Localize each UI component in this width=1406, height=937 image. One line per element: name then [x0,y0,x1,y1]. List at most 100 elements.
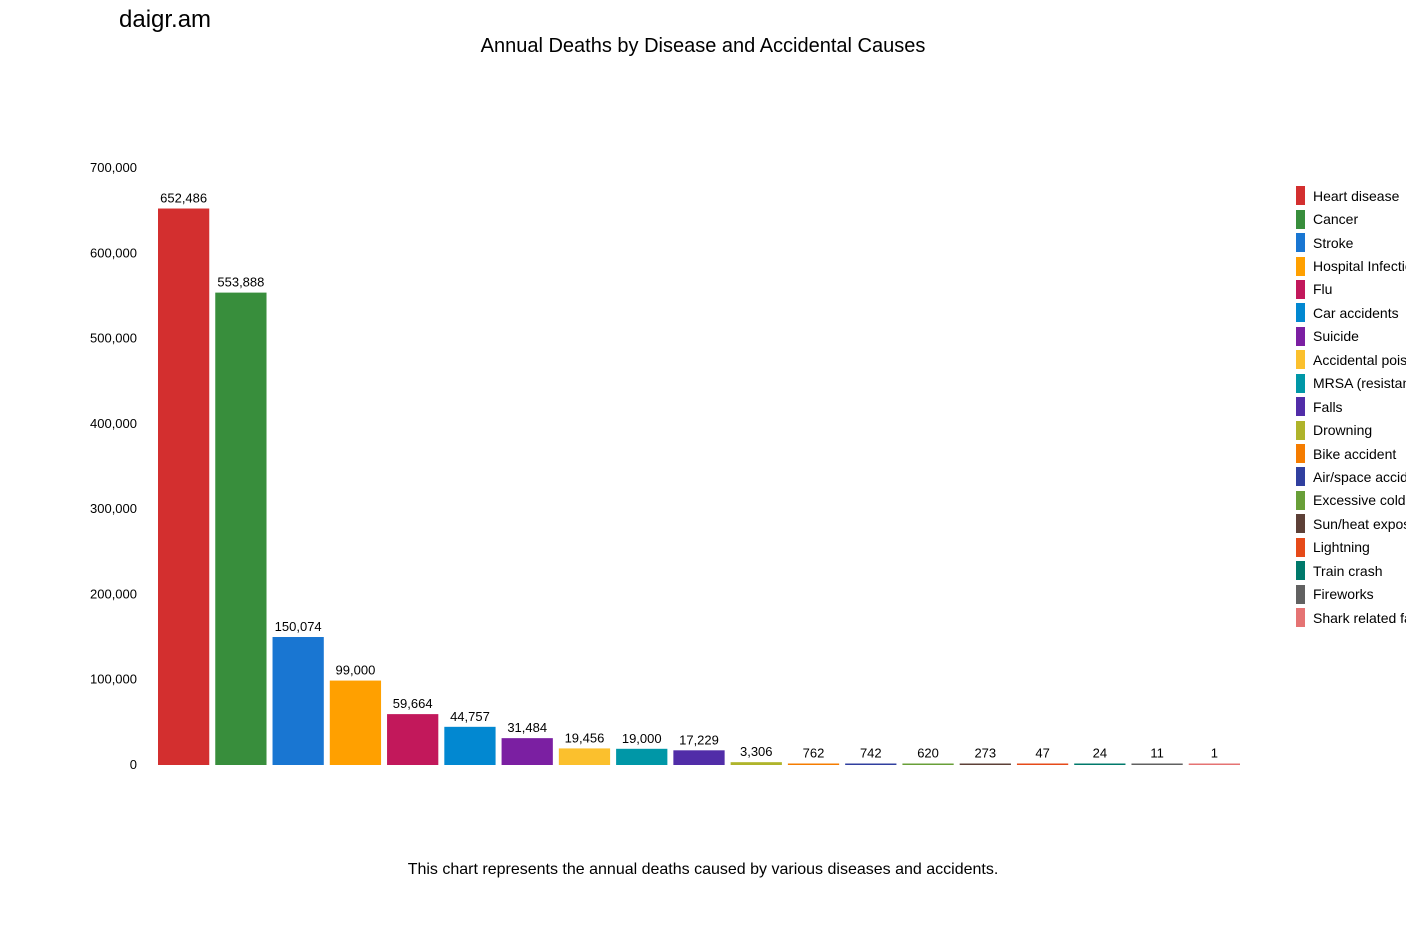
legend-label: Flu [1313,281,1333,298]
legend-item[interactable]: Suicide [1296,325,1406,348]
bar-value-label: 11 [1150,746,1164,761]
legend-label: Air/space accid [1313,468,1406,485]
bar-value-label: 19,456 [565,730,605,745]
y-tick-label: 400,000 [90,416,137,431]
bar-value-label: 652,486 [160,191,207,206]
bar-6[interactable] [444,726,496,765]
legend-label: Hospital Infectio [1313,258,1406,275]
bar-5[interactable] [387,714,439,765]
legend: Heart disease Cancer Stroke Hospital Infect… [1296,184,1406,629]
legend-swatch [1296,186,1305,206]
bar-8[interactable] [558,748,611,765]
legend-swatch [1296,514,1305,534]
bar-4[interactable] [329,680,382,765]
legend-item[interactable]: MRSA (resistan [1296,372,1406,395]
legend-swatch [1296,373,1305,393]
legend-item[interactable]: Shark related fa [1296,606,1406,629]
bar-15[interactable] [959,763,1011,766]
legend-label: Drowning [1313,422,1373,439]
legend-label: Excessive cold [1313,492,1406,509]
bar-value-label: 19,000 [622,731,662,746]
legend-swatch [1296,561,1305,581]
legend-label: Fireworks [1313,586,1374,603]
legend-label: Shark related fa [1313,609,1406,626]
legend-item[interactable]: Cancer [1296,207,1406,230]
legend-label: Lightning [1313,539,1370,556]
bar-value-label: 44,757 [450,709,490,724]
bar-value-label: 620 [917,746,939,761]
bar-17[interactable] [1074,763,1126,766]
y-tick-label: 600,000 [90,245,137,260]
y-tick-label: 700,000 [90,160,137,175]
bar-value-label: 99,000 [336,663,376,678]
legend-item[interactable]: Stroke [1296,231,1406,254]
bar-11[interactable] [730,762,782,765]
legend-item[interactable]: Heart disease [1296,184,1406,207]
legend-item[interactable]: Hospital Infectio [1296,254,1406,277]
legend-swatch [1296,608,1305,628]
legend-item[interactable]: Sun/heat expos [1296,512,1406,535]
bars-group [158,208,1240,766]
legend-item[interactable]: Train crash [1296,559,1406,582]
legend-label: Sun/heat expos [1313,515,1406,532]
y-tick-label: 300,000 [90,501,137,516]
bar-value-label: 273 [974,746,996,761]
bar-12[interactable] [787,763,840,766]
legend-item[interactable]: Falls [1296,395,1406,418]
legend-swatch [1296,490,1305,510]
value-labels-group: 652,486 553,888 150,074 99,000 59,664 44,757 3… [160,191,1218,761]
bar-value-label: 24 [1093,746,1107,761]
bar-13[interactable] [845,763,897,766]
legend-swatch [1296,584,1305,604]
legend-label: Suicide [1313,328,1359,345]
legend-swatch [1296,444,1305,464]
legend-swatch [1296,233,1305,253]
legend-item[interactable]: Bike accident [1296,442,1406,465]
bar-1[interactable] [158,208,210,765]
bar-value-label: 1 [1211,746,1218,761]
legend-item[interactable]: Fireworks [1296,582,1406,605]
bar-value-label: 47 [1035,746,1049,761]
chart-title: Annual Deaths by Disease and Accidental … [480,35,926,57]
y-tick-label: 500,000 [90,331,137,346]
legend-swatch [1296,326,1305,346]
legend-swatch [1296,303,1305,323]
bar-7[interactable] [501,738,553,765]
bar-3[interactable] [272,637,324,765]
legend-swatch [1296,279,1305,299]
legend-item[interactable]: Excessive cold [1296,489,1406,512]
brand-logo: daigr.am [119,6,212,33]
bar-14[interactable] [902,763,954,766]
bar-value-label: 553,888 [217,275,264,290]
legend-label: Stroke [1313,234,1354,251]
legend-item[interactable]: Accidental pois [1296,348,1406,371]
bar-10[interactable] [673,750,725,765]
bar-18[interactable] [1131,763,1183,766]
legend-item[interactable]: Air/space accid [1296,465,1406,488]
bar-2[interactable] [215,292,267,765]
legend-swatch [1296,420,1305,440]
bar-value-label: 762 [803,746,825,761]
bar-16[interactable] [1016,763,1069,766]
bar-19[interactable] [1188,763,1240,766]
legend-item[interactable]: Car accidents [1296,301,1406,324]
legend-swatch [1296,256,1305,276]
legend-label: MRSA (resistan [1313,375,1406,392]
bar-9[interactable] [616,748,668,765]
legend-item[interactable]: Drowning [1296,418,1406,441]
legend-label: Accidental pois [1313,351,1406,368]
legend-item[interactable]: Lightning [1296,536,1406,559]
bar-value-label: 59,664 [393,696,433,711]
bar-value-label: 742 [860,746,882,761]
y-tick-label: 100,000 [90,672,137,687]
y-tick-label: 0 [130,757,137,772]
bar-value-label: 3,306 [740,744,773,759]
legend-swatch [1296,537,1305,557]
legend-label: Falls [1313,398,1343,415]
legend-label: Bike accident [1313,445,1397,462]
y-tick-label: 200,000 [90,586,137,601]
legend-item[interactable]: Flu [1296,278,1406,301]
bar-value-label: 17,229 [679,732,719,747]
